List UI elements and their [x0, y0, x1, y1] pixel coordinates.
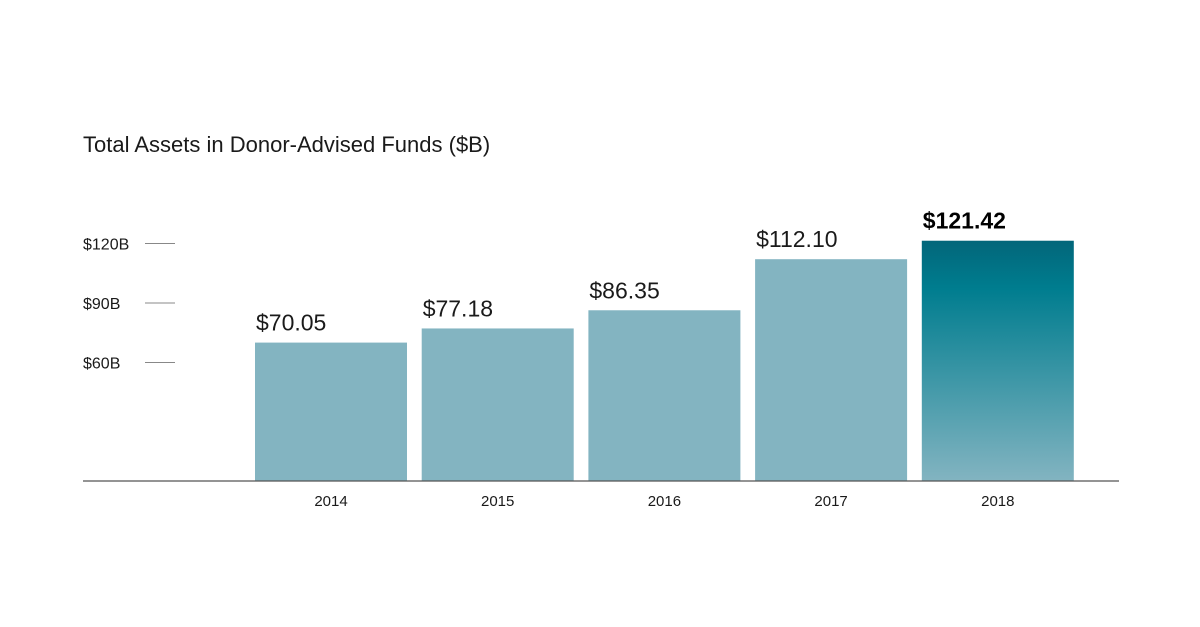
bar-2015	[421, 328, 574, 482]
data-label: $77.18	[423, 295, 493, 321]
bars: $70.05 $77.18 $86.35 $112.10 $121.42	[255, 208, 1074, 482]
bar-2014	[255, 342, 407, 482]
bar-2017	[755, 259, 908, 482]
data-label: $86.35	[589, 277, 659, 303]
x-tick-label: 2018	[981, 493, 1014, 510]
data-label: $70.05	[256, 310, 326, 336]
x-tick-label: 2016	[648, 493, 681, 510]
y-tick-label: $120B	[83, 237, 129, 254]
bar-2018	[921, 240, 1074, 482]
data-label: $121.42	[923, 208, 1006, 234]
x-tick-label: 2014	[314, 493, 347, 510]
x-tick-label: 2017	[814, 493, 847, 510]
x-tick-label: 2015	[481, 493, 514, 510]
y-tick-label: $90B	[83, 296, 120, 313]
y-axis: $120B $90B $60B	[83, 237, 175, 373]
bar-2016	[588, 310, 741, 482]
x-axis: 2014 2015 2016 2017 2018	[314, 493, 1014, 510]
chart-title: Total Assets in Donor-Advised Funds ($B)	[83, 132, 490, 157]
y-tick-label: $60B	[83, 356, 120, 373]
data-label: $112.10	[756, 226, 837, 252]
